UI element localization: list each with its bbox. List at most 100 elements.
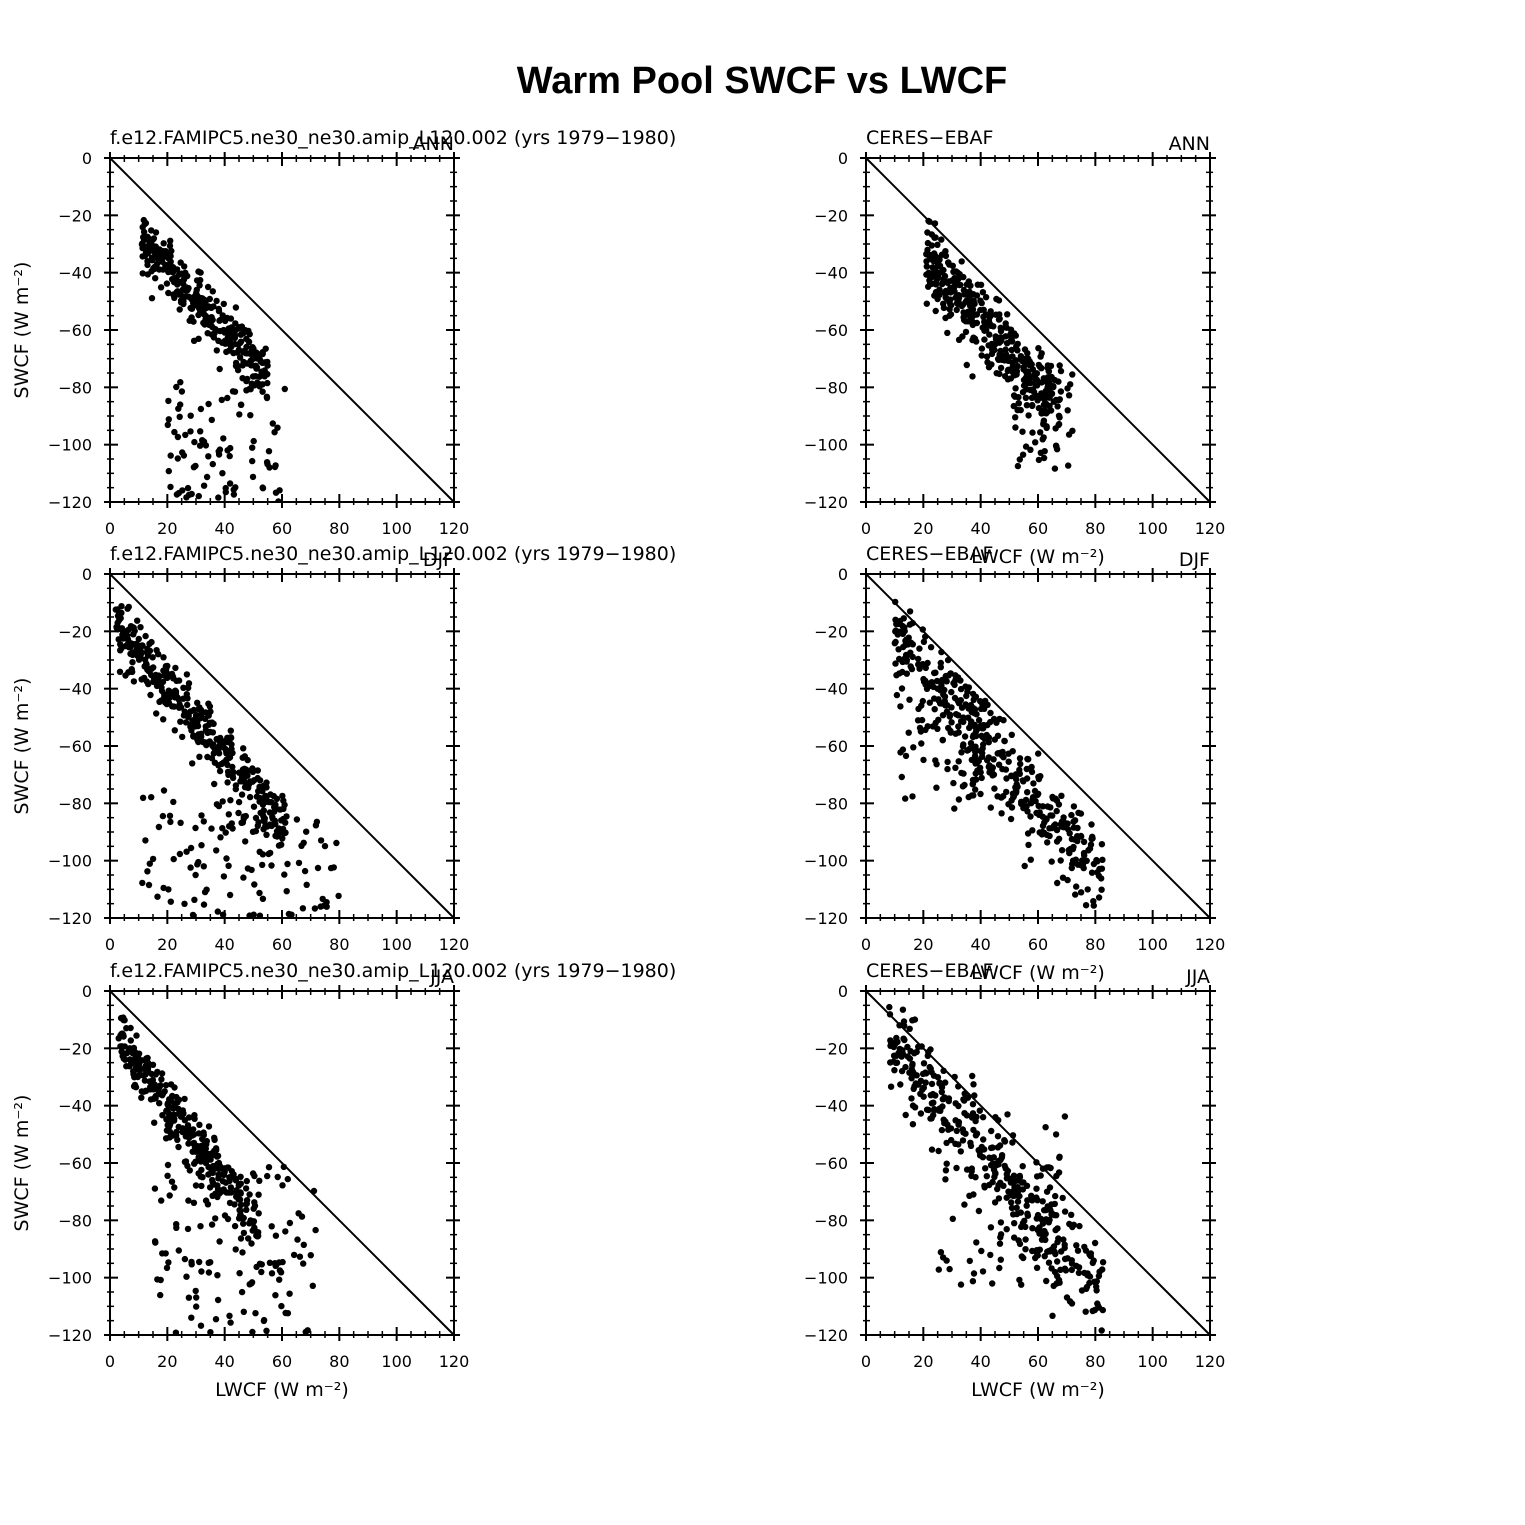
data-point — [202, 320, 209, 327]
data-point — [211, 780, 218, 788]
data-point — [1084, 1270, 1091, 1277]
data-point — [144, 645, 151, 652]
data-point — [1013, 787, 1020, 795]
data-point — [141, 663, 148, 670]
data-point — [939, 737, 946, 744]
data-point — [1012, 424, 1019, 431]
data-point — [1069, 371, 1076, 378]
data-point — [995, 316, 1003, 323]
data-point — [256, 912, 264, 918]
x-tick-label: 120 — [1195, 1352, 1226, 1371]
data-point — [945, 1126, 952, 1133]
data-point — [268, 862, 275, 869]
data-point — [239, 1249, 246, 1256]
data-point — [181, 1255, 189, 1263]
data-point — [286, 1290, 293, 1297]
data-point — [1098, 1327, 1105, 1334]
data-point — [922, 1069, 929, 1076]
data-point — [905, 729, 912, 736]
data-point — [1028, 394, 1036, 401]
data-point — [202, 715, 209, 722]
data-point — [158, 1076, 165, 1083]
data-point — [937, 1249, 945, 1256]
data-point — [1038, 831, 1046, 838]
data-point — [937, 664, 944, 671]
data-point — [298, 1213, 306, 1220]
data-point — [264, 358, 271, 366]
data-point — [1058, 847, 1066, 854]
data-point — [996, 1264, 1003, 1272]
data-point — [1020, 376, 1028, 384]
data-point — [973, 732, 980, 740]
y-tick-label: −20 — [58, 622, 92, 641]
data-point — [181, 900, 188, 907]
data-point — [929, 1090, 937, 1098]
data-point — [256, 889, 263, 897]
data-point — [1068, 1266, 1076, 1274]
data-point — [209, 460, 216, 468]
y-tick-label: −60 — [814, 1154, 848, 1173]
data-point — [1034, 1211, 1042, 1219]
data-point — [193, 1303, 200, 1310]
data-point — [174, 433, 182, 441]
data-point — [224, 447, 231, 454]
x-tick-label: 60 — [1028, 1352, 1048, 1371]
data-point — [945, 1095, 953, 1102]
data-point — [1041, 448, 1048, 455]
data-point — [190, 464, 198, 471]
right-annotation: JJA — [1185, 966, 1210, 988]
data-point — [170, 855, 177, 863]
data-point — [1037, 353, 1044, 360]
data-point — [970, 1126, 977, 1134]
data-point — [1064, 407, 1071, 414]
data-point — [195, 706, 202, 713]
data-point — [253, 793, 261, 800]
data-point — [1029, 401, 1036, 409]
data-point — [1035, 345, 1042, 352]
data-point — [968, 1168, 975, 1175]
data-point — [1011, 1183, 1018, 1191]
data-point — [224, 734, 231, 741]
data-point — [235, 1215, 243, 1222]
data-point — [177, 819, 184, 826]
data-point — [213, 801, 221, 808]
data-point — [278, 817, 285, 824]
data-point — [248, 382, 256, 390]
data-point — [272, 1292, 279, 1299]
data-point — [230, 491, 238, 498]
data-point — [1042, 815, 1050, 822]
y-tick-label: −40 — [58, 680, 92, 699]
data-point — [174, 281, 181, 288]
data-point — [955, 712, 962, 719]
data-point — [218, 760, 225, 768]
data-point — [254, 822, 261, 829]
data-point — [175, 271, 183, 278]
data-point — [278, 1302, 285, 1310]
y-tick-label: −60 — [814, 321, 848, 340]
data-point — [165, 397, 172, 405]
data-point — [221, 328, 229, 335]
data-point — [1042, 1124, 1049, 1131]
data-point — [245, 1235, 252, 1242]
data-point — [924, 659, 931, 667]
data-point — [1029, 1225, 1036, 1232]
data-point — [208, 1167, 215, 1175]
data-point — [210, 750, 217, 757]
data-point — [981, 336, 988, 343]
data-point — [255, 1210, 262, 1217]
data-point — [148, 227, 155, 234]
data-point — [958, 258, 965, 265]
data-point — [184, 1122, 192, 1129]
data-point — [224, 1215, 232, 1223]
data-point — [238, 791, 246, 798]
data-point — [1008, 1199, 1015, 1206]
data-point — [141, 1077, 149, 1084]
x-tick-label: 60 — [272, 935, 292, 954]
data-point — [942, 1167, 950, 1174]
data-point — [188, 305, 196, 312]
x-tick-label: 0 — [105, 519, 115, 538]
x-tick-label: 100 — [1137, 519, 1168, 538]
data-point — [153, 710, 160, 717]
data-point — [193, 1294, 200, 1301]
data-point — [909, 1062, 916, 1069]
